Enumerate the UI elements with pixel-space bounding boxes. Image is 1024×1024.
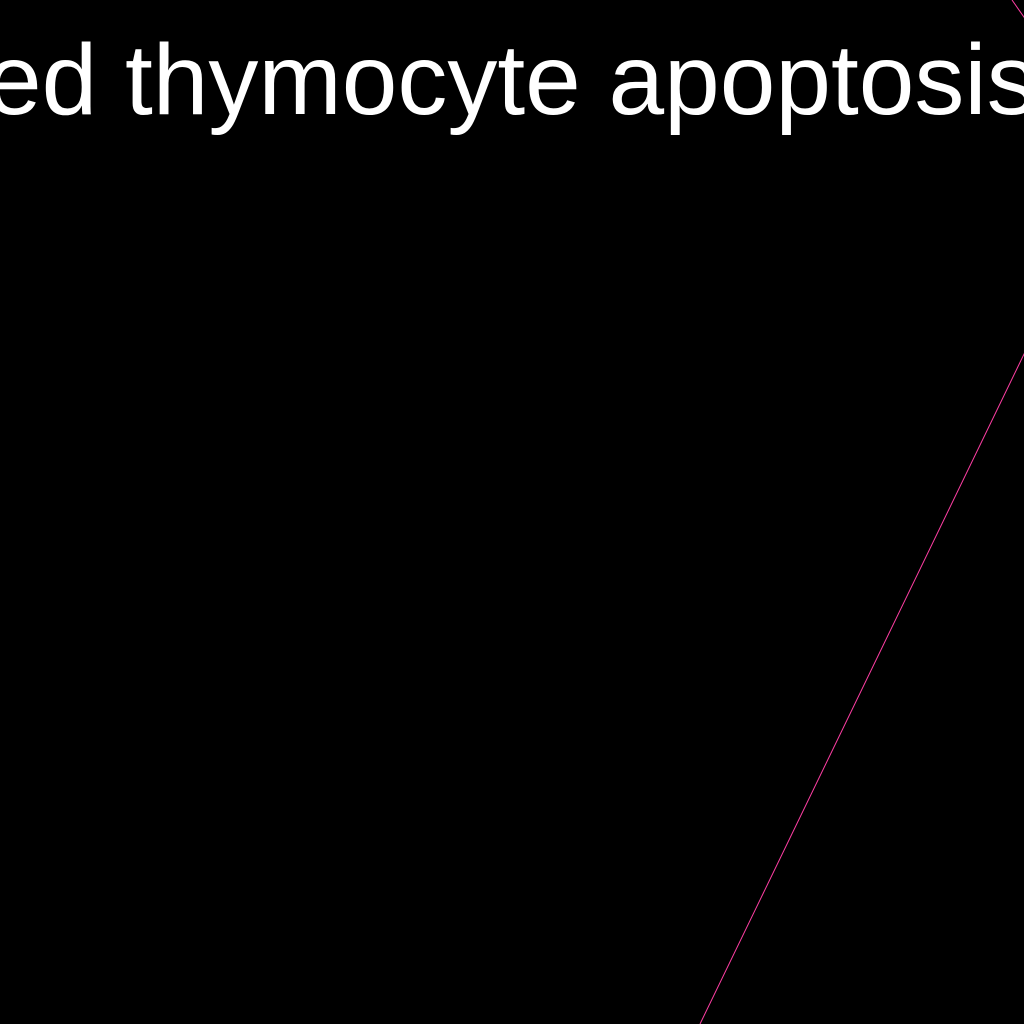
edge-line-corner	[1011, 0, 1024, 19]
node-label: ed thymocyte apoptosis	[0, 24, 1024, 136]
edge-line	[699, 352, 1024, 1024]
